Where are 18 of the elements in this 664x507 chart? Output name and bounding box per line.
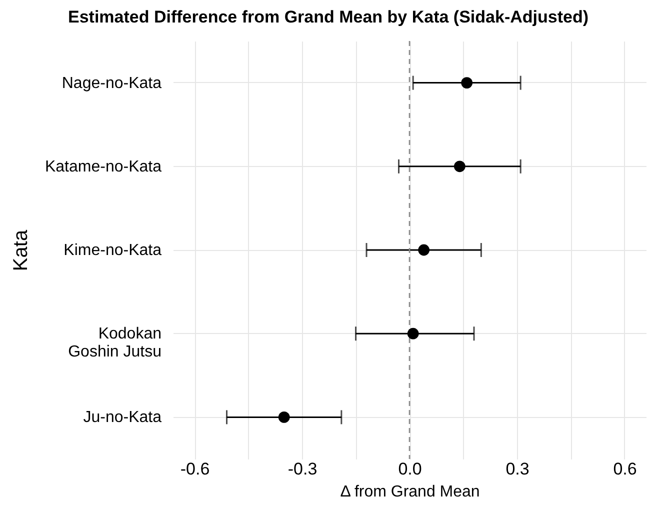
point — [278, 412, 290, 423]
point — [461, 77, 473, 88]
point — [454, 160, 466, 172]
x-tick-label: -0.3 — [288, 460, 318, 478]
y-tick-label: Nage-no-Kata — [62, 74, 162, 92]
y-axis-title: Kata — [10, 229, 32, 272]
y-tick-label: Ju-no-Kata — [83, 409, 162, 426]
x-tick-label: 0.0 — [398, 460, 422, 478]
point — [418, 244, 430, 256]
x-tick-label: -0.6 — [180, 460, 210, 478]
y-tick-label: Kodokan Goshin Jutsu — [68, 326, 162, 361]
x-tick-label: 0.6 — [613, 460, 637, 478]
x-tick-label: 0.3 — [506, 460, 530, 478]
x-axis-title: Δ from Grand Mean — [340, 484, 480, 500]
y-tick-label: Kime-no-Kata — [64, 242, 162, 259]
y-tick-label: Katame-no-Kata — [44, 158, 162, 176]
point — [407, 328, 419, 340]
chart-title: Estimated Difference from Grand Mean by Kata (Sidak-Adjusted) — [68, 7, 588, 26]
